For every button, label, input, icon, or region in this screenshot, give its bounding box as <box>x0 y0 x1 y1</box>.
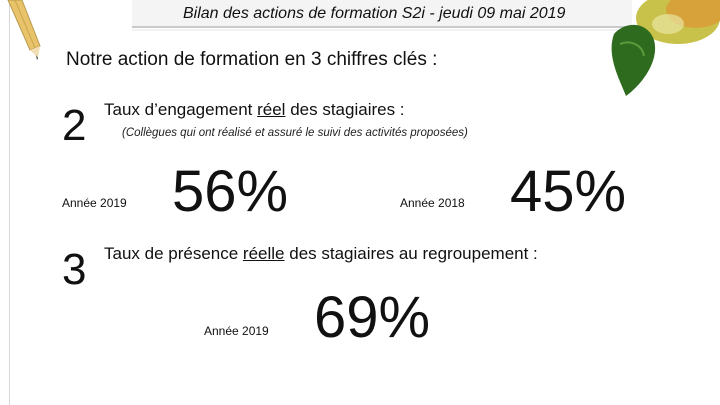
key-figure-number: 2 <box>62 101 87 150</box>
label-text: Taux d’engagement <box>104 100 258 119</box>
label-text: Taux de présence <box>104 244 243 263</box>
label-underlined: réelle <box>242 244 285 263</box>
year-label: Année 2019 <box>62 196 127 210</box>
year-label: Année 2018 <box>400 196 465 210</box>
engagement-rate-label: Taux d’engagement réel des stagiaires : <box>104 100 405 120</box>
key-figure-number: 3 <box>62 245 87 294</box>
percentage-value: 45% <box>510 159 627 224</box>
header-title: Bilan des actions de formation S2i - jeu… <box>183 5 566 22</box>
engagement-note: (Collègues qui ont réalisé et assuré le … <box>122 127 468 139</box>
percentage-value: 56% <box>172 159 289 224</box>
label-underlined: réel <box>257 100 286 119</box>
left-divider <box>9 0 10 405</box>
percentage-value: 69% <box>314 285 431 350</box>
year-label: Année 2019 <box>204 324 269 338</box>
apple-icon <box>611 0 720 96</box>
section-title: Notre action de formation en 3 chiffres … <box>66 49 438 70</box>
attendance-rate-label: Taux de présence réelle des stagiaires a… <box>104 244 538 264</box>
notebook-icon <box>132 0 632 31</box>
pencil-icon <box>7 0 41 60</box>
label-text: des stagiaires : <box>285 100 405 119</box>
label-text: des stagiaires au regroupement : <box>284 244 538 263</box>
